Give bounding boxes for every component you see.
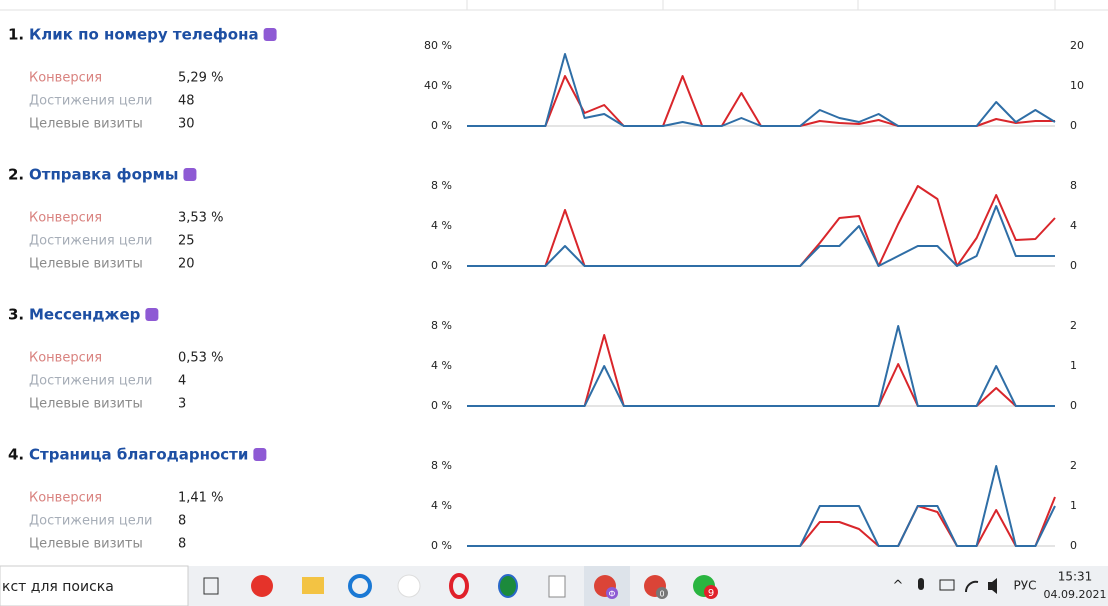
battery-icon[interactable] (939, 579, 955, 591)
y2-tick-label: 4 (1070, 219, 1077, 232)
y-tick-label: 0 % (431, 539, 452, 552)
goal-icon (253, 448, 267, 461)
metric-label: Целевые визиты (29, 257, 143, 272)
metric-value: 4 (178, 374, 186, 389)
y-tick-label: 8 % (431, 459, 452, 472)
y2-tick-label: 1 (1070, 359, 1077, 372)
y-tick-label: 4 % (431, 219, 452, 232)
volume-icon[interactable] (988, 578, 997, 594)
metric-label: Конверсия (29, 211, 102, 226)
y-tick-label: 80 % (424, 39, 452, 52)
goal-number: 2. (8, 166, 24, 184)
metric-value: 30 (178, 117, 195, 132)
metric-value: 3 (178, 397, 186, 412)
search-box[interactable] (0, 565, 189, 606)
badge (704, 585, 718, 599)
goal-title: Мессенджер (29, 306, 141, 324)
metric-value: 48 (178, 94, 195, 109)
y2-tick-label: 10 (1070, 79, 1084, 92)
badge (656, 587, 668, 599)
metric-label: Достижения цели (29, 234, 153, 249)
y2-tick-label: 0 (1070, 119, 1077, 132)
explorer-icon[interactable] (302, 577, 324, 594)
goal-title: Клик по номеру телефона (29, 26, 259, 44)
clock-date[interactable]: 04.09.2021 (1044, 588, 1107, 601)
y2-tick-label: 20 (1070, 39, 1084, 52)
y-tick-label: 8 % (431, 319, 452, 332)
goal-icon (183, 168, 197, 181)
metric-value: 25 (178, 234, 195, 249)
series-line (467, 53, 1056, 127)
metric-value: 3,53 % (178, 211, 223, 226)
y2-tick-label: 8 (1070, 179, 1077, 192)
series-line (467, 325, 1055, 407)
goal-icon (145, 308, 159, 321)
y2-tick-label: 2 (1070, 319, 1077, 332)
badge-text: 0 (659, 590, 664, 599)
file-icon[interactable] (548, 575, 566, 598)
metric-label: Целевые визиты (29, 397, 143, 412)
y-tick-label: 4 % (431, 499, 452, 512)
badge-text: 9 (708, 588, 714, 599)
metric-label: Целевые визиты (29, 117, 143, 132)
metric-value: 1,41 % (178, 491, 223, 506)
y-tick-label: 40 % (424, 79, 452, 92)
y2-tick-label: 0 (1070, 539, 1077, 552)
y2-tick-label: 0 (1070, 259, 1077, 272)
opera-icon[interactable] (449, 573, 469, 599)
goal-list: 1. Клик по номеру телефона Конверсия 5,29 %… (8, 26, 1084, 553)
y-tick-label: 8 % (431, 179, 452, 192)
mic-icon[interactable] (918, 578, 924, 590)
metric-label: Достижения цели (29, 374, 153, 389)
y-tick-label: 0 % (431, 399, 452, 412)
metric-value: 8 (178, 514, 186, 529)
series-line (467, 334, 1055, 407)
y-tick-label: 0 % (431, 259, 452, 272)
goal-title: Страница благодарности (29, 446, 248, 464)
metric-label: Достижения цели (29, 514, 153, 529)
taskbar: кст для поиска Ф 0 9 ^ РУС 15:31 04.09.2… (0, 565, 1108, 606)
metric-value: 5,29 % (178, 71, 223, 86)
goal-number: 1. (8, 26, 24, 44)
series-line (467, 185, 1056, 267)
goal-number: 3. (8, 306, 24, 324)
y2-tick-label: 0 (1070, 399, 1077, 412)
wifi-icon[interactable] (964, 580, 979, 593)
app-icon[interactable] (498, 574, 518, 598)
yabrowser-icon[interactable] (397, 574, 421, 598)
badge (606, 587, 618, 599)
y-tick-label: 4 % (431, 359, 452, 372)
metric-value: 0,53 % (178, 351, 223, 366)
clock-time[interactable]: 15:31 (1058, 570, 1093, 584)
metric-label: Конверсия (29, 351, 102, 366)
metric-label: Достижения цели (29, 94, 153, 109)
metric-label: Конверсия (29, 71, 102, 86)
edge-icon[interactable] (348, 574, 372, 598)
header-strip (0, 0, 1108, 11)
metric-label: Конверсия (29, 491, 102, 506)
goal-icon (263, 28, 277, 41)
search-text: кст для поиска (2, 579, 114, 595)
y-tick-label: 0 % (431, 119, 452, 132)
metric-value: 20 (178, 257, 195, 272)
series-line (467, 496, 1056, 547)
yandex-icon[interactable] (251, 575, 273, 597)
goal-number: 4. (8, 446, 24, 464)
tray-arrow[interactable]: ^ (893, 579, 904, 594)
goal-title: Отправка формы (29, 166, 178, 184)
badge-text: Ф (609, 590, 616, 599)
series-line (467, 75, 1055, 127)
language[interactable]: РУС (1014, 579, 1037, 593)
task-view-icon[interactable] (203, 577, 219, 595)
y2-tick-label: 1 (1070, 499, 1077, 512)
metric-value: 8 (178, 537, 186, 552)
series-line (467, 205, 1055, 267)
series-line (467, 465, 1056, 547)
metric-label: Целевые визиты (29, 537, 143, 552)
y2-tick-label: 2 (1070, 459, 1077, 472)
